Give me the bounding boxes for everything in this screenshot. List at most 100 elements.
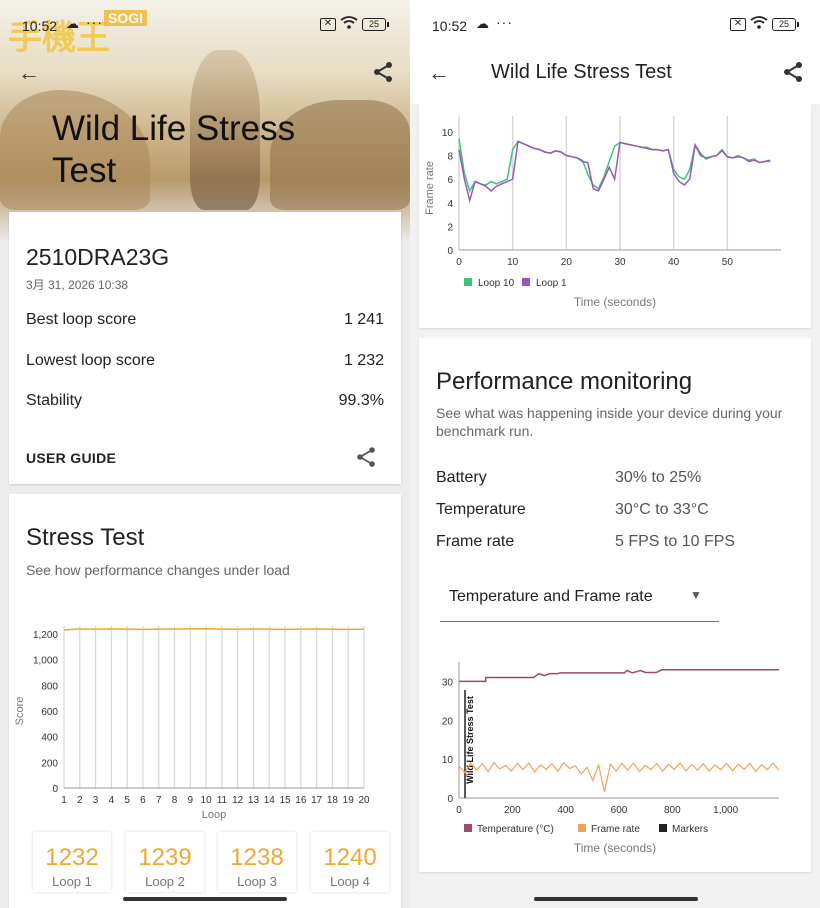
x-tick-label: 2 — [77, 795, 83, 806]
result-summary-card: 2510DRA23G 3月 31, 2026 10:38 Best loop s… — [9, 212, 401, 484]
section-title: Stress Test — [26, 524, 145, 551]
loop-label: Loop 1 — [52, 874, 92, 889]
x-tick-label: 1,000 — [713, 805, 738, 816]
score-chart: 1 2 3 4 5 6 7 8 9 10 11 12 13 14 15 16 17 18 19 20020040060… — [14, 626, 370, 821]
stability-label: Stability — [26, 392, 83, 409]
frame-rate-line — [458, 761, 780, 793]
temperature-line — [459, 669, 779, 683]
score-line — [63, 627, 365, 631]
watermark-brand: SOGI — [104, 10, 148, 26]
loop-tile[interactable]: 1239 Loop 2 — [126, 832, 204, 892]
y-tick-label: 0 — [447, 246, 453, 257]
x-tick-label: 40 — [668, 257, 680, 268]
section-title: Performance monitoring — [436, 368, 693, 395]
left-screen: 手機王 SOGI 10:52 ☁ ··· ✕ 25 ← Wild Life St… — [0, 0, 410, 908]
x-tick-label: 6 — [140, 795, 146, 806]
y-tick-label: 6 — [447, 175, 453, 186]
status-time: 10:52 — [22, 18, 58, 34]
x-tick-label: 20 — [358, 795, 370, 806]
x-tick-label: 30 — [614, 257, 626, 268]
x-axis-label: Time (seconds) — [574, 295, 656, 309]
gesture-nav-bar[interactable] — [534, 897, 698, 901]
status-time: 10:52 — [432, 18, 468, 34]
performance-monitoring-card: Performance monitoring See what was happ… — [419, 338, 811, 872]
series-line — [458, 138, 771, 193]
y-tick-label: 4 — [447, 199, 453, 210]
share-icon[interactable] — [781, 60, 805, 84]
share-icon[interactable] — [354, 445, 378, 469]
back-arrow-icon[interactable]: ← — [428, 60, 450, 85]
wifi-icon — [340, 16, 358, 33]
temperature-value: 30°C to 33°C — [615, 501, 709, 518]
loop-score: 1232 — [45, 844, 99, 871]
loop-score: 1239 — [138, 844, 192, 871]
stress-test-card: Stress Test See how performance changes … — [9, 494, 401, 908]
chart-type-select[interactable]: Temperature and Frame rate ▼ — [440, 578, 719, 622]
temperature-label: Temperature — [436, 501, 526, 518]
x-tick-label: 10 — [201, 795, 213, 806]
best-loop-label: Best loop score — [26, 311, 137, 328]
legend-swatch — [659, 824, 667, 832]
cloud-icon: ☁ — [66, 16, 79, 31]
best-loop-value: 1 241 — [343, 311, 384, 328]
sim-off-icon: ✕ — [730, 18, 746, 31]
x-tick-label: 11 — [217, 795, 228, 806]
frame-rate-value: 5 FPS to 10 FPS — [615, 533, 736, 550]
select-value: Temperature and Frame rate — [449, 588, 653, 605]
y-tick-label: 1,000 — [33, 656, 58, 667]
status-bar: 10:52 ☁ ··· ✕ 25 — [410, 0, 820, 44]
share-icon[interactable] — [371, 60, 395, 84]
loop-tile[interactable]: 1238 Loop 3 — [218, 832, 296, 892]
user-guide-link[interactable]: USER GUIDE — [26, 450, 117, 466]
section-subtitle: See how performance changes under load — [26, 562, 290, 578]
more-notifications-icon: ··· — [496, 14, 513, 30]
wifi-icon — [750, 16, 768, 33]
series-line — [458, 140, 771, 204]
battery-label: Battery — [436, 469, 487, 486]
x-axis-label: Time (seconds) — [574, 841, 656, 855]
y-tick-label: 20 — [442, 716, 454, 727]
x-tick-label: 10 — [507, 257, 519, 268]
legend-label: Temperature (°C) — [477, 824, 554, 835]
x-tick-label: 200 — [504, 805, 521, 816]
x-tick-label: 16 — [295, 795, 307, 806]
gesture-nav-bar[interactable] — [123, 897, 287, 901]
x-tick-label: 14 — [264, 795, 276, 806]
x-tick-label: 20 — [561, 257, 573, 268]
x-axis-label: Loop — [202, 809, 226, 821]
y-tick-label: 1,200 — [33, 630, 58, 641]
x-tick-label: 8 — [172, 795, 178, 806]
section-subtitle: See what was happening inside your devic… — [436, 405, 783, 439]
lowest-loop-value: 1 232 — [343, 352, 384, 369]
loop-label: Loop 4 — [330, 874, 370, 889]
marker-annotation: Wild Life Stress Test — [465, 696, 475, 784]
frame-rate-chart: 0 10 20 30 40 50 0 2 4 6 8 10 Loop 10 Loop 1 Time (sec… — [424, 116, 781, 309]
x-tick-label: 600 — [611, 805, 628, 816]
x-tick-label: 3 — [93, 795, 99, 806]
loop-tile[interactable]: 1232 Loop 1 — [33, 832, 111, 892]
legend-swatch — [464, 278, 472, 286]
legend-swatch — [578, 824, 586, 832]
x-tick-label: 800 — [664, 805, 681, 816]
back-arrow-icon[interactable]: ← — [18, 60, 40, 85]
x-tick-label: 5 — [124, 795, 130, 806]
top-app-bar: ← Wild Life Stress Test — [410, 44, 820, 104]
x-tick-label: 13 — [248, 795, 260, 806]
y-axis-label: Frame rate — [424, 161, 436, 215]
legend-swatch — [522, 278, 530, 286]
y-tick-label: 2 — [447, 222, 453, 233]
y-tick-label: 8 — [447, 152, 453, 163]
x-tick-label: 12 — [232, 795, 244, 806]
page-title: Wild Life Stress Test — [491, 61, 672, 83]
y-axis-label: Score — [14, 697, 26, 726]
x-tick-label: 1 — [61, 795, 67, 806]
x-tick-label: 400 — [557, 805, 574, 816]
legend-swatch — [464, 824, 472, 832]
legend-label: Markers — [672, 824, 708, 835]
loop-tile[interactable]: 1240 Loop 4 — [311, 832, 389, 892]
x-tick-label: 7 — [156, 795, 162, 806]
watermark-logo: 手機王 — [8, 18, 110, 58]
y-tick-label: 0 — [52, 784, 58, 795]
frame-rate-label: Frame rate — [436, 533, 515, 550]
battery-icon: 25 — [362, 18, 389, 31]
